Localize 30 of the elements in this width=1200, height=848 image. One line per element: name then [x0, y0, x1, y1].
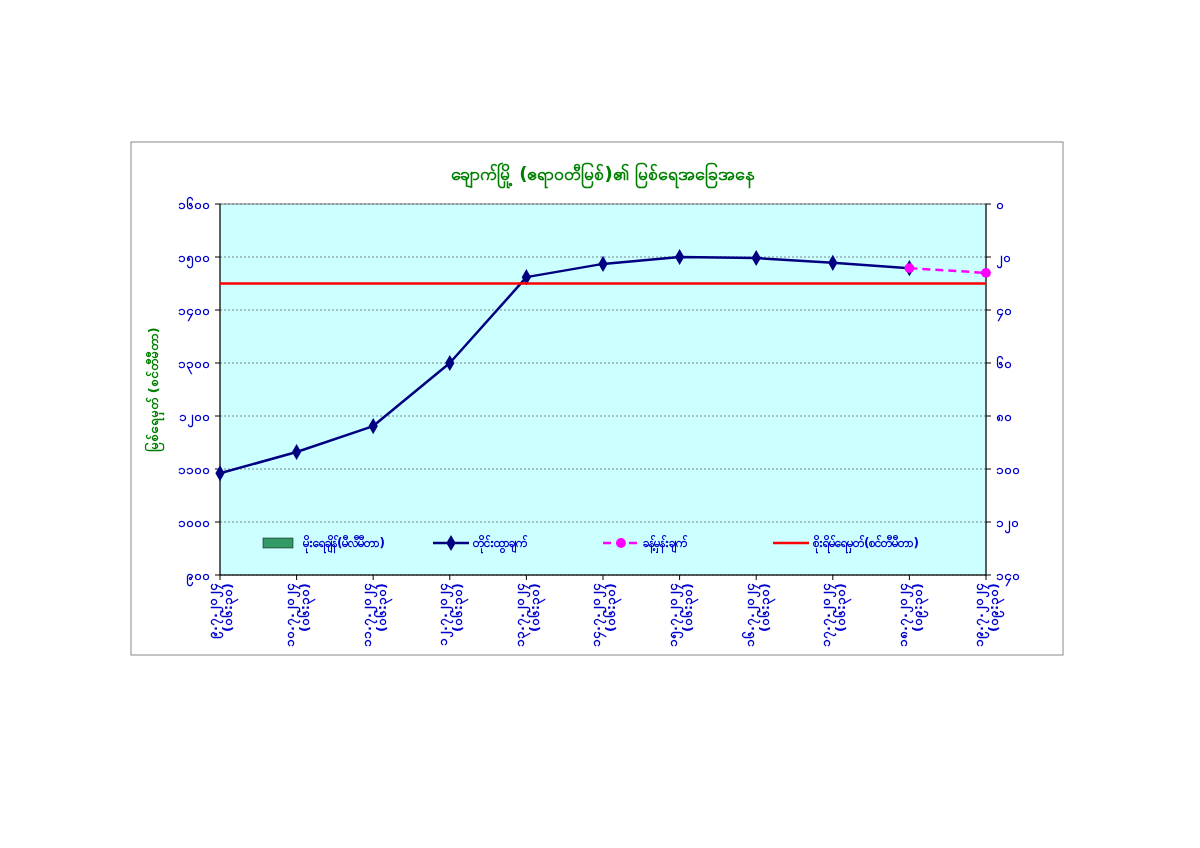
y2-tick-label: ၄၀: [996, 302, 1012, 322]
y-tick-label: ၁၄၀၀: [178, 302, 210, 322]
y-tick-label: ၁၃၀၀: [178, 355, 210, 375]
legend-label: မိုးရေချိန်(မီလီမီတာ): [302, 534, 385, 555]
legend-label: တိုင်းထွာချက်: [472, 534, 528, 555]
legend-label: စိုးရိမ်ရေမှတ်(စင်တီမီတာ): [812, 534, 919, 555]
y-tick-label: ၁၂၀၀: [179, 408, 210, 428]
x-tick-label: ၁၂.၇.၂၀၂၄ (၀၆:၃၀): [435, 583, 470, 646]
x-tick-label: ၁၃.၇.၂၀၂၄ (၀၆:၃၀): [511, 583, 546, 647]
y2-tick-label: ၂၀: [996, 249, 1011, 269]
x-tick-label: ၁၇.၇.၂၀၂၄ (၀၆:၃၀): [818, 583, 853, 647]
y-axis-title: မြစ်ရေမှတ် (စင်တီမီတာ): [144, 327, 165, 452]
y2-tick-label: ၀: [996, 196, 1004, 212]
y-tick-label: ၁၅၀၀: [178, 249, 210, 269]
x-tick-label: ၁၀.၇.၂၀၂၄ (၀၆:၃၀): [282, 583, 316, 647]
y2-tick-label: ၆၀: [996, 354, 1012, 371]
y2-tick-label: ၁၂၀: [996, 514, 1019, 534]
chart-title: ချောက်မြို့ (ဧရာဝတီမြစ်)၏ မြစ်ရေအခြေအနေ: [451, 162, 755, 189]
y-tick-label: ၁၀၀၀: [178, 514, 210, 530]
x-tick-label: ၁၅.၇.၂၀၂၄ (၀၆:၃၀): [665, 583, 699, 647]
x-tick-label: ၁၈.၇.၂၀၂၄ (၀၉:၃၀): [894, 583, 929, 647]
x-tick-label: ၁၆.၇.၂၀၂၄ (၀၆:၃၀): [740, 583, 776, 647]
y2-tick-label: ၈၀: [996, 408, 1012, 424]
x-tick-label: ၁၁.၇.၂၀၂၄ (၀၆:၃၀): [358, 583, 393, 647]
y2-tick-label: ၁၀၀: [996, 461, 1020, 477]
x-tick-label: ၉.၇.၂၀၂၄ (၀၆:၃၀): [205, 583, 240, 639]
x-tick-label: ၁၄.၇.၂၀၂၄ (၀၆:၃၀): [588, 583, 623, 647]
legend-label: ခန့်မှန်းချက်: [643, 534, 688, 555]
y-tick-label: ၁၆၀၀: [178, 195, 210, 212]
y-tick-label: ၁၁၀၀: [178, 461, 210, 477]
